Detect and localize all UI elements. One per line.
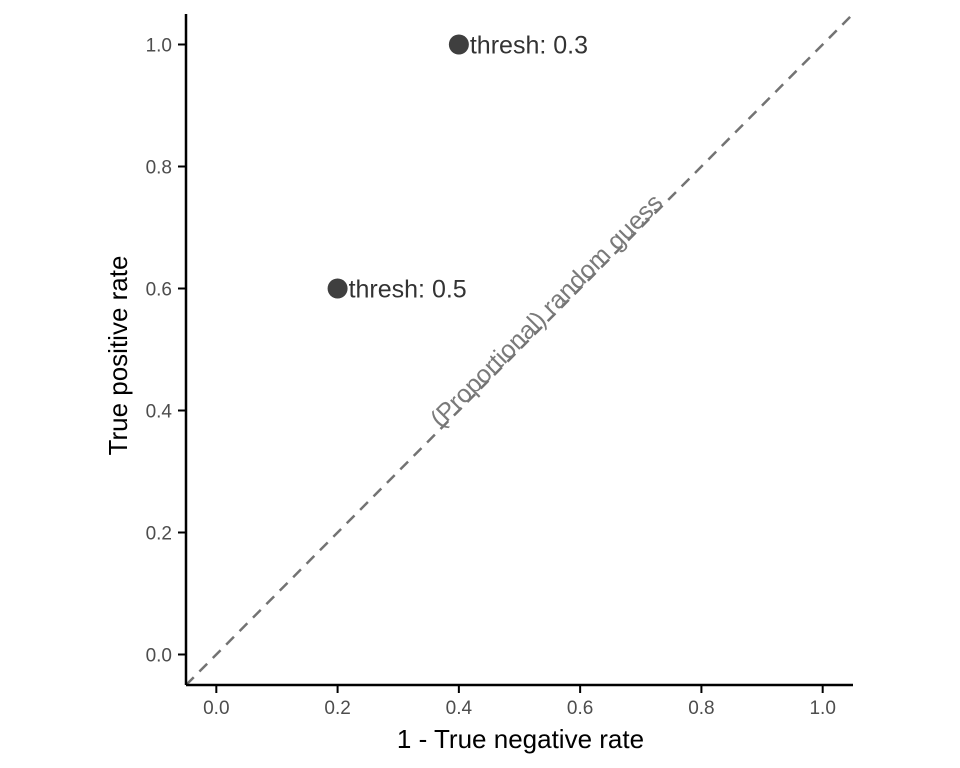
x-tick-label: 0.4: [446, 698, 473, 719]
y-tick-label: 0.0: [146, 646, 172, 667]
data-point: [448, 34, 469, 55]
y-tick-label: 0.8: [146, 158, 172, 179]
x-axis-title: 1 - True negative rate: [397, 724, 644, 754]
y-axis-title: True positive rate: [103, 256, 133, 456]
axes-layer: 0.0 0.2 0.4 0.6 0.8 1.0 0.0 0.2 0.4 0.6 0.8 1.0: [146, 14, 853, 719]
y-tick-label: 0.2: [146, 524, 172, 545]
x-tick-label: 0.6: [567, 698, 593, 719]
data-point: [327, 278, 348, 299]
reference-diagonal-line: [185, 13, 854, 686]
x-tick-label: 0.2: [324, 698, 350, 719]
reference-line-layer: (Proportional) random guess: [185, 13, 854, 686]
y-tick-label: 0.6: [146, 280, 172, 301]
data-point-label: thresh: 0.5: [349, 276, 467, 304]
reference-line-label: (Proportional) random guess: [425, 189, 668, 433]
points-layer: thresh: 0.5 thresh: 0.3: [327, 32, 588, 304]
x-tick-label: 0.0: [203, 698, 229, 719]
data-point-label: thresh: 0.3: [470, 32, 588, 60]
x-tick-label: 0.8: [688, 698, 714, 719]
y-tick-label: 1.0: [146, 36, 172, 57]
x-tick-label: 1.0: [809, 698, 835, 719]
y-tick-label: 0.4: [146, 402, 173, 423]
